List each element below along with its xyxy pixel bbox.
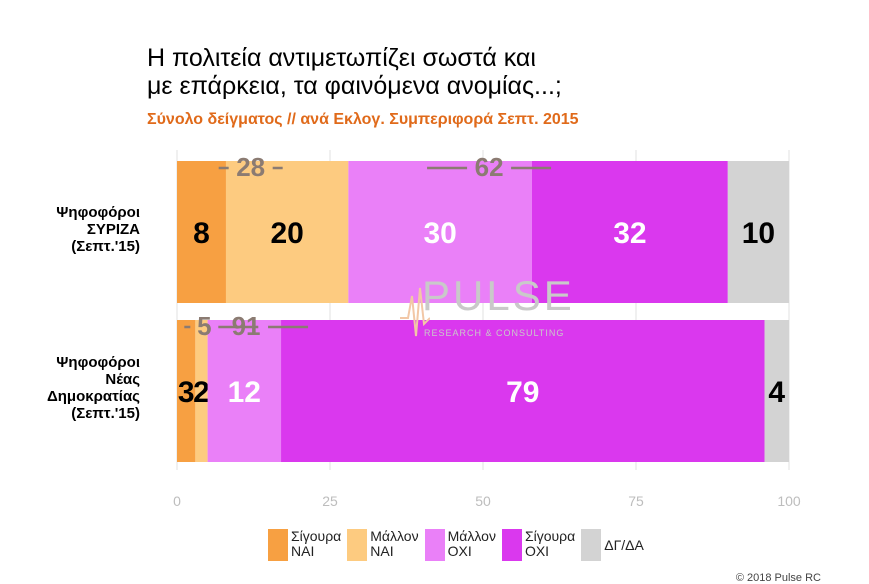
legend-label: Σίγουρα ΝΑΙ bbox=[291, 529, 341, 559]
data-label: 10 bbox=[742, 217, 775, 250]
x-tick-label: 75 bbox=[628, 493, 644, 509]
bar-segment bbox=[195, 320, 208, 462]
bar-segment bbox=[281, 320, 765, 462]
bar-segment bbox=[207, 320, 282, 462]
bar-segment bbox=[348, 161, 532, 303]
legend-item: ΔΓ/ΔΑ bbox=[581, 529, 644, 561]
legend-label-line: ΟΧΙ bbox=[447, 543, 472, 559]
legend-swatch bbox=[501, 529, 522, 561]
copyright-text: © 2018 Pulse RC bbox=[735, 572, 821, 584]
legend-label-line: ΝΑΙ bbox=[291, 543, 315, 559]
legend-swatch bbox=[581, 529, 602, 561]
legend-swatch bbox=[347, 529, 368, 561]
data-label: 20 bbox=[270, 217, 303, 250]
legend-swatch bbox=[424, 529, 445, 561]
data-label: 3 bbox=[178, 376, 195, 409]
legend-item: Μάλλον ΟΧΙ bbox=[424, 529, 496, 561]
legend-label: Σίγουρα ΟΧΙ bbox=[525, 529, 575, 559]
legend-label: ΔΓ/ΔΑ bbox=[604, 529, 644, 561]
category-label-line: Δημοκρατίας bbox=[46, 388, 140, 405]
x-tick-label: 25 bbox=[322, 493, 338, 509]
chart-legend: Σίγουρα ΝΑΙ Μάλλον ΝΑΙ Μάλλον ΟΧΙ Σίγουρα ΟΧΙ ΔΓ… bbox=[268, 529, 650, 561]
legend-label-line: Μάλλον bbox=[447, 528, 496, 544]
group-total-label: 28 bbox=[236, 152, 265, 182]
x-tick-label: 0 bbox=[173, 493, 181, 509]
legend-label: Μάλλον ΝΑΙ bbox=[370, 529, 418, 559]
chart-subtitle: Σύνολο δείγματος // ανά Εκλογ. Συμπεριφο… bbox=[147, 111, 579, 128]
legend-label-line: ΟΧΙ bbox=[524, 543, 550, 559]
bar-segment bbox=[727, 161, 789, 303]
legend-label-line: Μάλλον bbox=[370, 528, 419, 544]
legend-item: Μάλλον ΝΑΙ bbox=[347, 529, 419, 561]
bar-segment bbox=[531, 161, 728, 303]
legend-label-line: Σίγουρα bbox=[291, 528, 342, 544]
x-tick-label: 50 bbox=[475, 493, 491, 509]
legend-label: Μάλλον ΟΧΙ bbox=[448, 529, 496, 559]
group-total-label: 91 bbox=[232, 311, 261, 341]
legend-label-line: ΝΑΙ bbox=[370, 543, 394, 559]
bar-segment bbox=[177, 161, 226, 303]
data-label: 12 bbox=[228, 376, 261, 409]
group-total-label: 62 bbox=[475, 152, 504, 182]
data-label: 79 bbox=[506, 376, 539, 409]
category-label: Ψηφοφόροι ΣΥΡΙΖΑ (Σεπτ.'15) bbox=[0, 204, 140, 255]
data-label: 4 bbox=[768, 376, 785, 409]
chart-title-line-1: Η πολιτεία αντιμετωπίζει σωστά και bbox=[147, 44, 536, 72]
category-label-line: Νέας bbox=[105, 371, 140, 388]
data-label: 2 bbox=[193, 376, 210, 409]
legend-swatch bbox=[268, 529, 288, 561]
chart-title-line-2: με επάρκεια, τα φαινόμενα ανομίας...; bbox=[147, 72, 562, 100]
legend-item: Σίγουρα ΟΧΙ bbox=[501, 529, 575, 561]
bar-segment bbox=[764, 320, 789, 462]
data-label: 32 bbox=[613, 217, 646, 250]
category-label-line: (Σεπτ.'15) bbox=[71, 405, 140, 422]
category-label-line: Ψηφοφόροι bbox=[56, 354, 140, 371]
chart-title: Η πολιτεία αντιμετωπίζει σωστά και με επ… bbox=[147, 44, 562, 100]
x-tick-label: 100 bbox=[777, 493, 801, 509]
category-label-line: ΣΥΡΙΖΑ bbox=[86, 221, 140, 238]
category-label-line: (Σεπτ.'15) bbox=[71, 238, 140, 255]
category-label: Ψηφοφόροι Νέας Δημοκρατίας (Σεπτ.'15) bbox=[0, 354, 140, 422]
data-label: 8 bbox=[193, 217, 210, 250]
bar-segment bbox=[225, 161, 349, 303]
legend-label-line: Σίγουρα bbox=[524, 528, 576, 544]
group-total-label: 5 bbox=[197, 311, 211, 341]
data-label: 30 bbox=[423, 217, 456, 250]
legend-label-line: ΔΓ/ΔΑ bbox=[604, 537, 644, 553]
category-label-line: Ψηφοφόροι bbox=[56, 204, 140, 221]
legend-item: Σίγουρα ΝΑΙ bbox=[268, 529, 341, 561]
bar-segment bbox=[177, 320, 196, 462]
